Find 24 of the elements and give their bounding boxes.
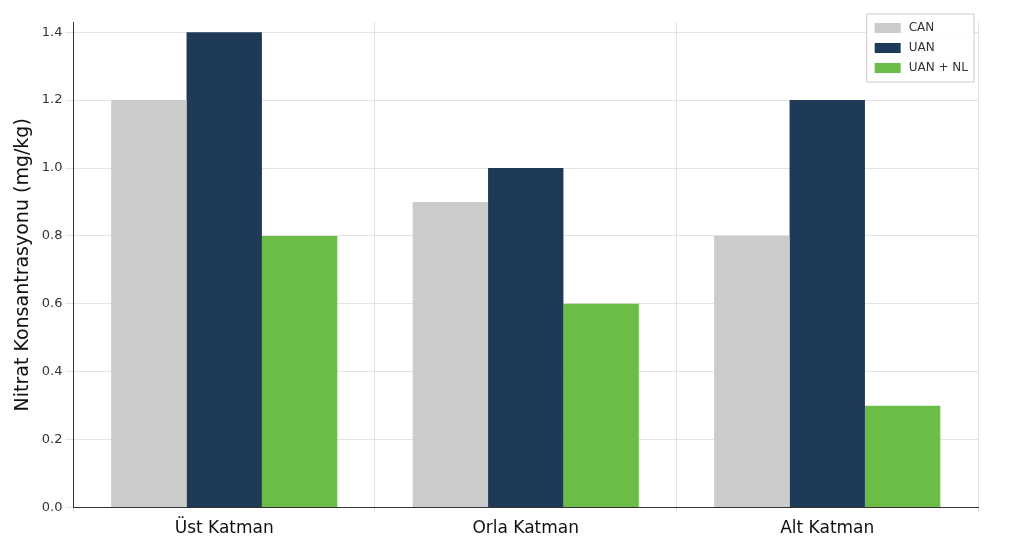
y-tick-label: 0.6 (41, 295, 63, 311)
y-tick-label: 0.8 (41, 227, 63, 243)
x-tick-label: Alt Katman (780, 517, 875, 538)
legend-label: UAN (908, 40, 935, 55)
bar (563, 303, 639, 508)
bar (412, 201, 489, 508)
x-tick-label: Orla Katman (472, 517, 580, 538)
y-tick-label: 1.4 (41, 23, 63, 39)
bar (261, 235, 338, 508)
bar (111, 100, 187, 508)
y-tick-label: 0.4 (41, 363, 63, 379)
bar (488, 168, 564, 508)
y-tick-label: 0.0 (41, 498, 63, 514)
bar (789, 100, 865, 508)
x-tick-label: Üst Katman (174, 516, 274, 538)
bar (186, 32, 262, 508)
y-tick-label: 0.2 (41, 431, 63, 447)
y-tick-label: 1.0 (41, 159, 63, 175)
legend-label: UAN + NL (908, 60, 969, 75)
y-axis-title: Nitrat Konsantrasyonu (mg/kg) (10, 118, 33, 412)
y-tick-label: 1.2 (41, 91, 63, 107)
legend-label: CAN (908, 20, 935, 35)
bar (864, 405, 941, 508)
bar (714, 235, 790, 508)
